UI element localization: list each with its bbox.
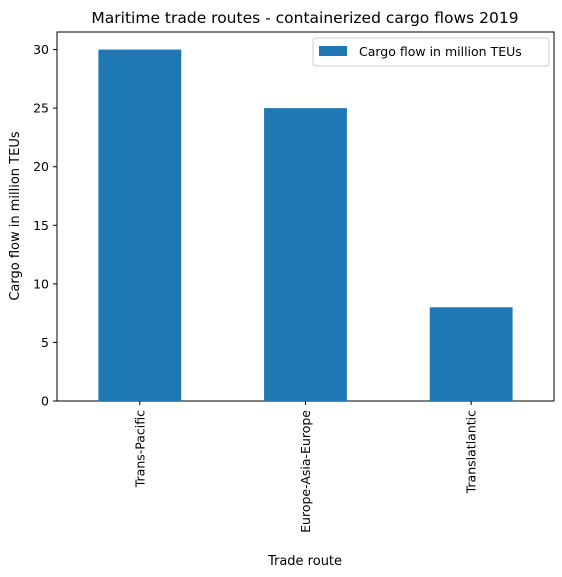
legend-swatch [319,46,347,56]
x-tick-label: Europe-Asia-Europe [298,410,313,533]
y-axis: 0 5 10 15 20 25 30 [33,42,57,409]
x-axis-label: Trade route [267,554,342,569]
y-tick-label: 10 [33,276,49,291]
bar [98,49,182,401]
chart-title: Maritime trade routes - containerized ca… [91,9,518,27]
y-tick-label: 20 [33,159,49,174]
y-tick-label: 25 [33,101,49,116]
x-tick-label: Translatlantic [464,410,479,494]
x-axis: Trans-Pacific Europe-Asia-Europe Translatl… [132,401,479,533]
y-tick-label: 5 [41,335,49,350]
x-tick-label: Trans-Pacific [132,410,147,488]
bars-group [98,49,513,402]
bar [264,108,347,402]
legend: Cargo flow in million TEUs [312,37,550,67]
y-tick-label: 0 [41,394,49,409]
legend-label: Cargo flow in million TEUs [359,44,522,59]
bar [429,307,513,401]
legend-box [312,37,550,67]
y-axis-label: Cargo flow in million TEUs [8,131,23,300]
y-tick-label: 15 [33,218,49,233]
y-tick-label: 30 [33,42,49,57]
